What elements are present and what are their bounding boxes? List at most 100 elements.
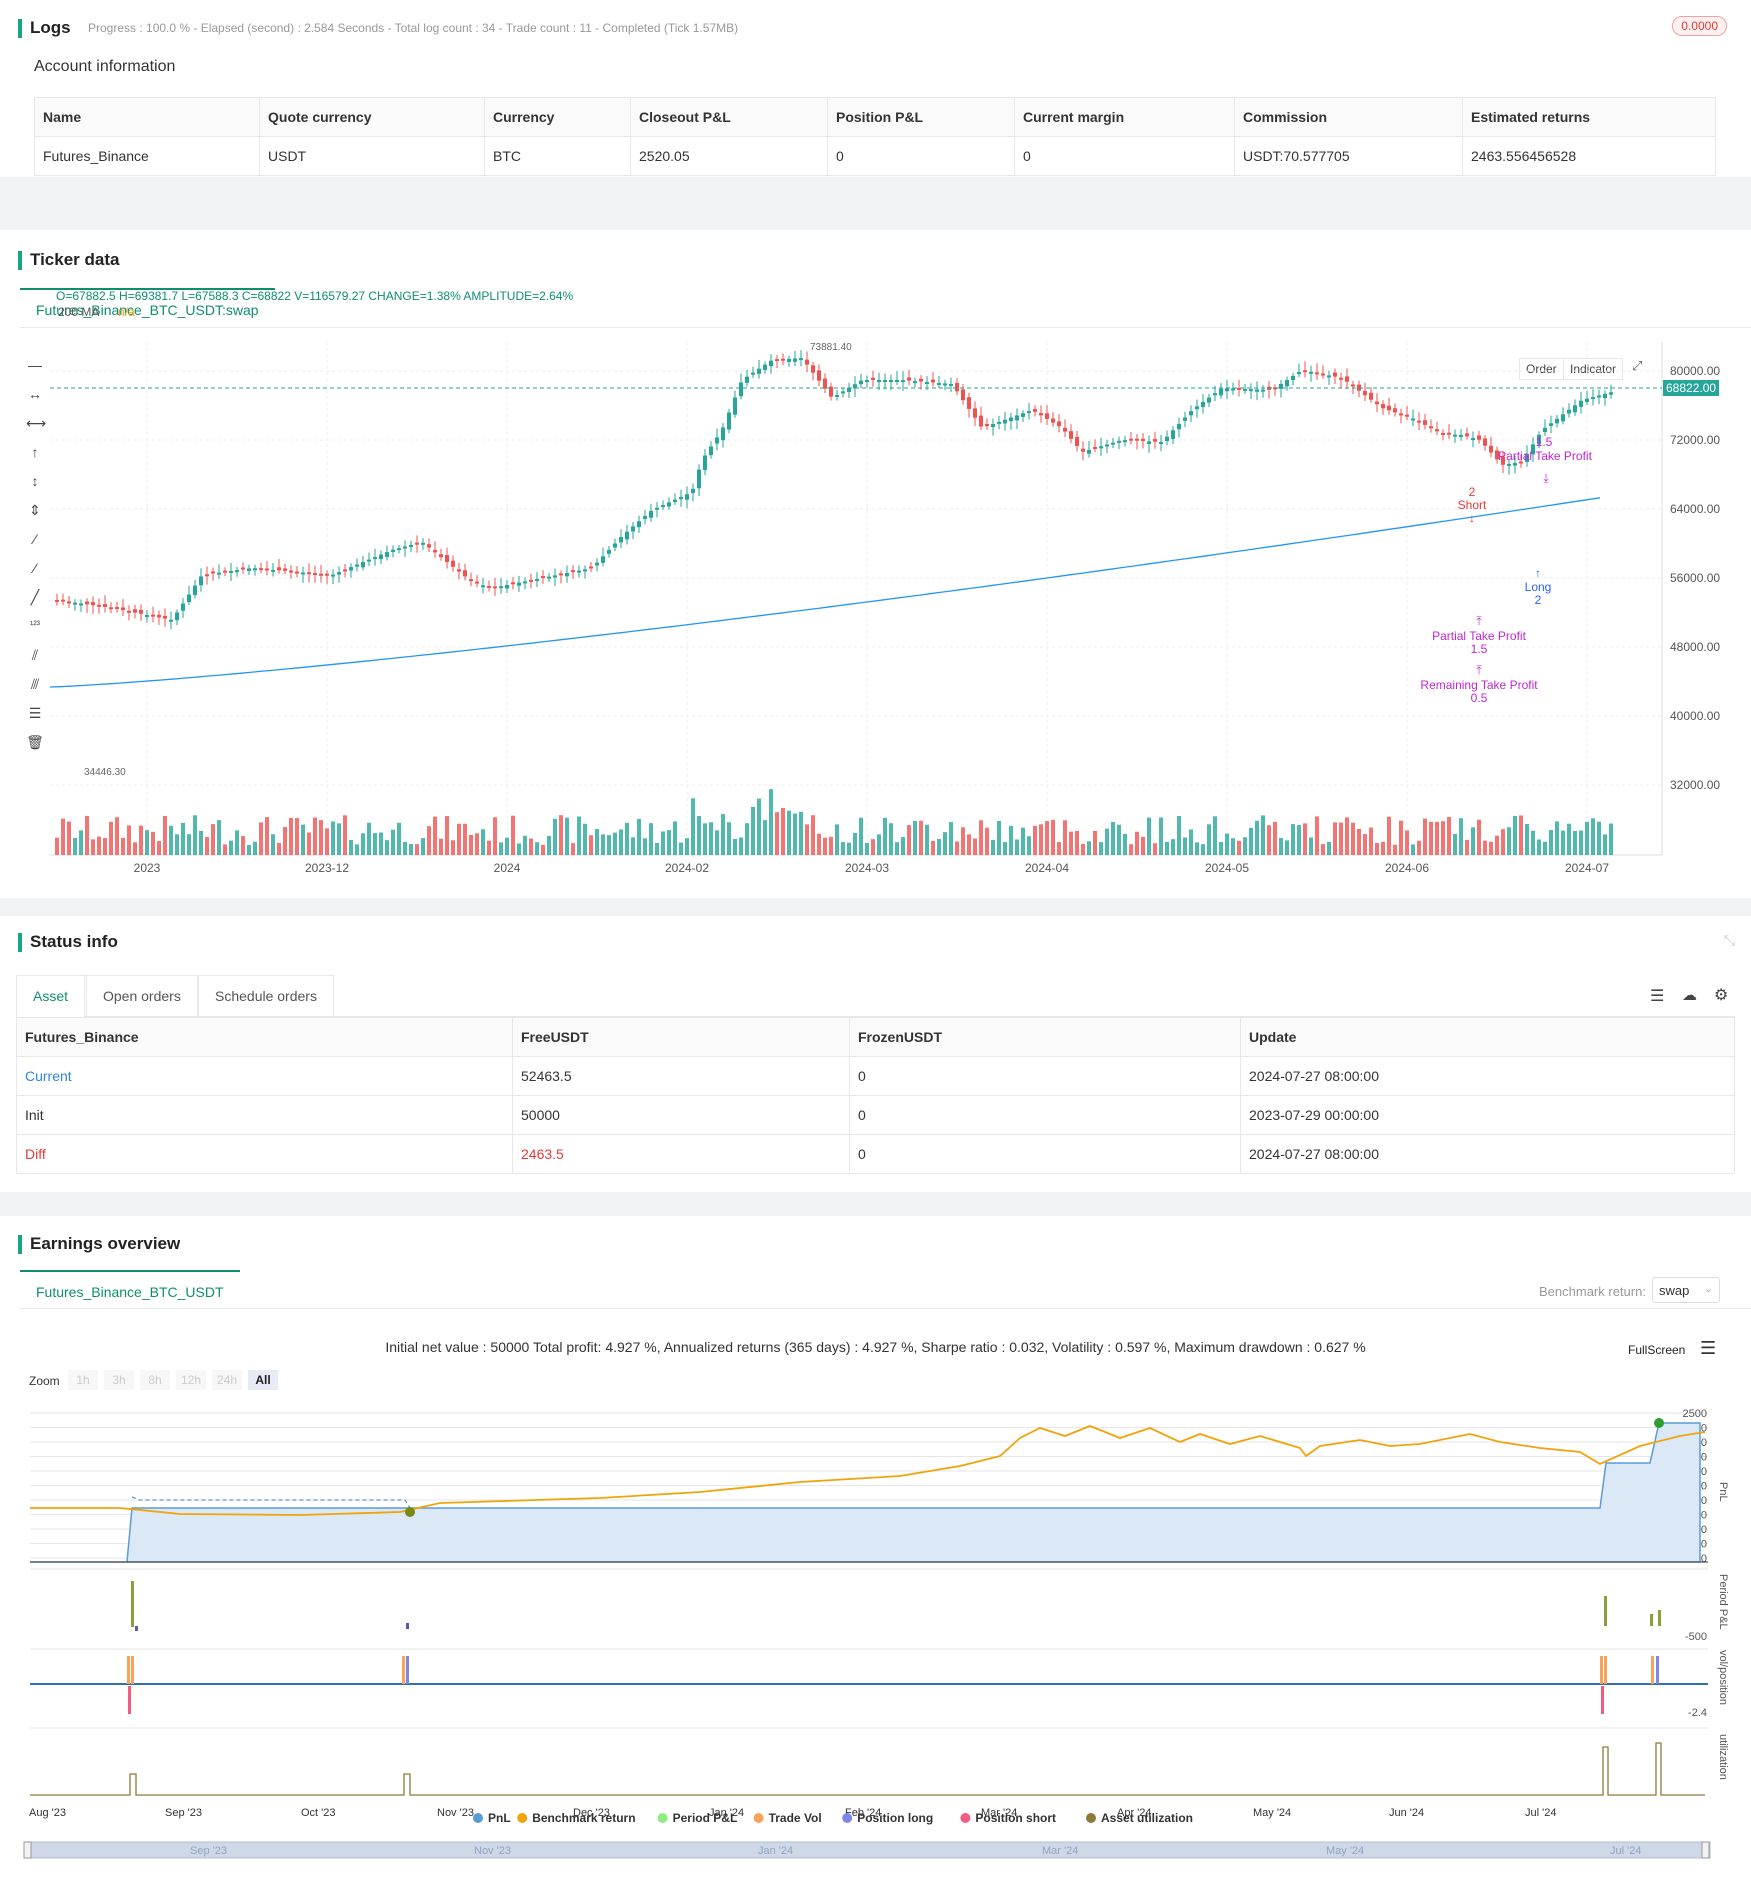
candle-body — [847, 387, 851, 392]
zoom-all-button[interactable]: All — [248, 1370, 278, 1390]
navigator-left-handle[interactable] — [23, 1841, 32, 1859]
logs-badge[interactable]: 0.0000 — [1672, 16, 1727, 36]
trade-vol-bar — [402, 1656, 405, 1684]
volume-bar — [1441, 821, 1445, 855]
legend-item[interactable]: Period P&L — [673, 1811, 738, 1825]
horizontal-ray-icon[interactable]: — — [28, 357, 42, 373]
zoom-24h-button[interactable]: 24h — [212, 1370, 242, 1390]
volume-bar — [121, 837, 125, 855]
candle-body — [667, 502, 671, 507]
trade-vol-bar — [406, 1656, 409, 1684]
candle-body — [457, 569, 461, 572]
candle-body — [1003, 419, 1007, 424]
fib-retracement-icon[interactable]: ☰ — [28, 705, 42, 721]
expand-icon[interactable]: ⤢ — [1632, 358, 1643, 373]
candle-body — [733, 397, 737, 415]
candle-body — [1033, 409, 1037, 412]
candle-body — [1501, 456, 1505, 465]
volume-bar — [1435, 821, 1439, 855]
volume-bar — [985, 827, 989, 855]
candle-body — [817, 370, 821, 381]
ray-icon[interactable]: ⁄ — [33, 560, 37, 576]
status-panel: Status info ⤡ Asset Open orders Schedule… — [0, 916, 1751, 1192]
candle-body — [199, 576, 203, 586]
indicator-button[interactable]: Indicator — [1563, 358, 1624, 380]
candle-body — [1495, 450, 1499, 460]
legend-marker — [753, 1813, 764, 1823]
gear-icon[interactable]: ⚙ — [1714, 987, 1729, 1004]
volume-bar — [235, 830, 239, 855]
volume-bar — [565, 817, 569, 855]
horizontal-line-icon[interactable]: ↔ — [28, 386, 42, 402]
candle-body — [1285, 380, 1289, 387]
zoom-12h-button[interactable]: 12h — [176, 1370, 206, 1390]
asset-header-row: Futures_Binance FreeUSDT FrozenUSDT Upda… — [16, 1017, 1735, 1057]
fib-channel-icon[interactable]: ⫻ — [30, 676, 40, 692]
price-tick: 40000.00 — [1670, 709, 1720, 723]
navigator-tick: Jan '24 — [758, 1845, 793, 1857]
candlestick-chart[interactable]: 68822.00 80000.00 72000.00 64000.00 56000.0… — [0, 230, 1751, 898]
parallel-channel-icon[interactable]: ⫽ — [31, 647, 39, 663]
trash-icon[interactable]: 🗑 — [26, 734, 44, 750]
volume-bar — [907, 825, 911, 855]
navigator-right-handle[interactable] — [1701, 1841, 1710, 1859]
benchmark-select[interactable]: swap ⌄ — [1652, 1277, 1720, 1303]
legend-item[interactable]: Benchmark return — [532, 1811, 635, 1825]
volume-bar — [1243, 837, 1247, 855]
volume-bar — [505, 837, 509, 855]
candle-body — [793, 358, 797, 362]
ticker-tab[interactable]: Futures_Binance_BTC_USDT:swap — [20, 288, 275, 326]
tab-open-orders[interactable]: Open orders — [86, 975, 198, 1017]
cloud-icon[interactable]: ☁ — [1682, 987, 1697, 1004]
extended-line-icon[interactable]: ⟷ — [26, 415, 47, 431]
candle-body — [367, 559, 371, 562]
volume-bar — [955, 841, 959, 855]
volume-bar — [415, 844, 419, 855]
legend-item[interactable]: Trade Vol — [769, 1811, 822, 1825]
tab-schedule-orders[interactable]: Schedule orders — [198, 975, 334, 1017]
volume-bar — [223, 844, 227, 855]
price-label-icon[interactable]: ¹²³ — [30, 620, 40, 631]
volume-bar — [1009, 825, 1013, 855]
volume-bar — [811, 815, 815, 855]
candle-body — [889, 380, 893, 382]
candle-body — [997, 421, 1001, 424]
tab-asset[interactable]: Asset — [16, 975, 86, 1018]
legend-item[interactable]: PnL — [488, 1811, 511, 1825]
earnings-chart[interactable]: 25002250200017501500125010007505002500 -… — [0, 1216, 1751, 1894]
collapse-icon[interactable]: ⤡ — [1723, 932, 1735, 948]
table-row: Init 50000 0 2023-07-29 00:00:00 — [16, 1095, 1735, 1135]
zoom-1h-button[interactable]: 1h — [68, 1370, 98, 1390]
legend-item[interactable]: Position short — [975, 1811, 1056, 1825]
account-row: Futures_Binance USDT BTC 2520.05 0 0 USD… — [34, 136, 1716, 176]
candle-body — [217, 572, 221, 575]
vertical-ray-icon[interactable]: ↑ — [31, 444, 39, 460]
cell: 2024-07-27 08:00:00 — [1240, 1056, 1735, 1096]
volume-bar — [1321, 844, 1325, 855]
zoom-8h-button[interactable]: 8h — [140, 1370, 170, 1390]
list-icon[interactable]: ☰ — [1650, 988, 1665, 1005]
candle-body — [595, 562, 599, 566]
earnings-tab[interactable]: Futures_Binance_BTC_USDT — [20, 1270, 240, 1308]
legend-item[interactable]: Position long — [857, 1811, 933, 1825]
utilization-line — [30, 1742, 1705, 1796]
candle-body — [337, 572, 341, 575]
volume-bar — [1585, 821, 1589, 855]
vertical-segment-icon[interactable]: ⇕ — [29, 502, 41, 518]
candle-body — [925, 382, 929, 384]
fullscreen-button[interactable]: FullScreen — [1628, 1343, 1686, 1357]
candle-body — [1543, 427, 1547, 433]
volume-bar — [289, 817, 293, 855]
menu-icon[interactable]: ☰ — [1700, 1338, 1717, 1358]
navigator-bar[interactable] — [27, 1841, 1711, 1859]
legend-marker — [517, 1813, 528, 1823]
volume-bar — [469, 834, 473, 855]
trend-line-icon[interactable]: ⁄ — [33, 531, 37, 547]
volume-bar — [529, 838, 533, 855]
candle-body — [1537, 434, 1541, 445]
legend-item[interactable]: Asset utilization — [1101, 1811, 1193, 1825]
vertical-line-icon[interactable]: ↕ — [31, 473, 39, 489]
volume-bar — [1231, 838, 1235, 855]
zoom-3h-button[interactable]: 3h — [104, 1370, 134, 1390]
segment-icon[interactable]: ╱ — [30, 589, 40, 605]
